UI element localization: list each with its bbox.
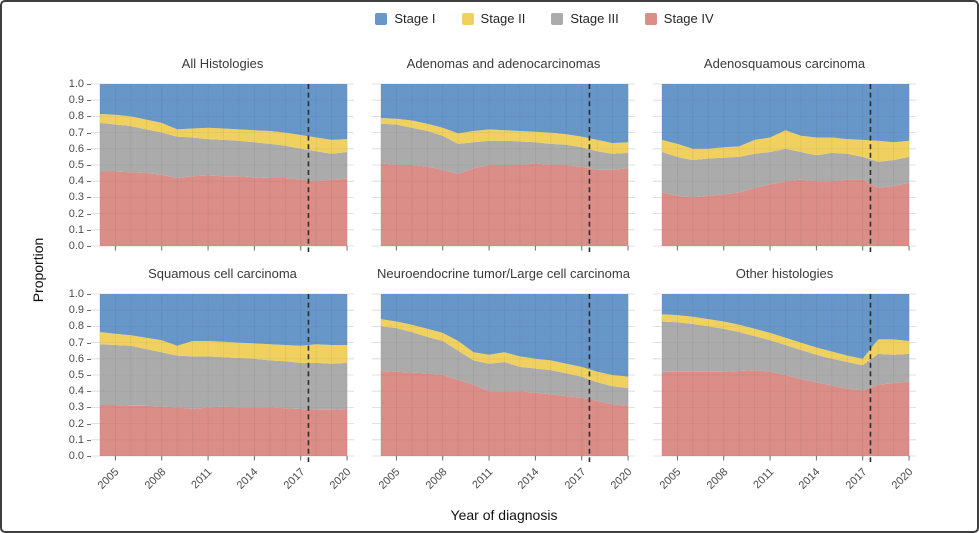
y-tick-mark [87,165,91,166]
stacked-area-panel-adenomas [372,83,635,252]
legend-swatch-stage-i [375,12,388,25]
panel-title-squamous: Squamous cell carcinoma [148,266,297,281]
panel-title-adenomas: Adenomas and adenocarcinomas [406,56,601,71]
y-tick-label: 0.7 [68,126,84,139]
y-tick-label: 0.6 [68,142,84,155]
y-axis-title: Proportion [30,237,46,303]
y-tick-mark [87,310,91,312]
y-tick-mark [87,246,91,247]
y-tick-mark [87,375,91,376]
y-tick-mark [87,294,91,295]
y-tick-label: 0.2 [68,207,84,220]
y-tick-mark [87,84,91,85]
stacked-area-panel-squamous [91,293,354,462]
y-tick-mark [87,197,91,199]
y-tick-mark [87,391,91,393]
legend-swatch-stage-ii [461,12,474,25]
y-tick-mark [87,100,91,102]
y-tick-label: 0.0 [68,240,84,252]
legend: Stage I Stage II Stage III Stage IV [57,11,977,26]
y-tick-mark [87,132,91,134]
y-tick-mark [87,213,91,215]
y-tick-label: 0.3 [68,401,84,414]
legend-swatch-stage-iv [644,12,657,25]
y-tick-label: 0.4 [68,385,84,398]
y-tick-label: 0.9 [68,94,84,107]
y-tick-label: 1.0 [68,78,84,90]
y-tick-label: 0.0 [68,450,84,462]
y-tick-label: 0.8 [68,320,84,333]
legend-label: Stage I [394,11,436,26]
y-tick-mark [87,181,91,183]
panel-title-adenosquamous: Adenosquamous carcinoma [703,56,866,71]
y-tick-label: 0.2 [68,417,84,430]
legend-item-stage-i: Stage I [375,11,436,26]
y-tick-mark [87,229,91,231]
y-tick-label: 0.7 [68,336,84,349]
panel-title-other: Other histologies [735,266,834,281]
y-tick-mark [87,148,91,150]
stacked-area-panel-all-histologies [91,83,354,252]
y-tick-label: 0.9 [68,304,84,317]
y-tick-label: 0.3 [68,191,84,204]
stacked-area-panel-neuroendocrine [372,293,635,462]
y-tick-label: 0.1 [68,223,84,236]
y-tick-mark [87,456,91,457]
y-tick-label: 0.5 [68,369,84,381]
y-tick-label: 0.5 [68,159,84,171]
y-tick-mark [87,326,91,328]
y-tick-mark [87,342,91,344]
y-tick-mark [87,358,91,360]
legend-label: Stage IV [663,11,714,26]
legend-item-stage-ii: Stage II [461,11,526,26]
legend-label: Stage II [480,11,526,26]
panel-title-neuroendocrine: Neuroendocrine tumor/Large cell carcinom… [377,266,630,281]
y-tick-mark [87,423,91,425]
legend-swatch-stage-iii [551,12,564,25]
x-axis-title: Year of diagnosis [450,507,558,523]
y-tick-label: 0.4 [68,175,84,188]
legend-item-stage-iv: Stage IV [644,11,714,26]
y-tick-mark [87,439,91,441]
stacked-area-panel-other [653,293,916,462]
stacked-area-panel-adenosquamous [653,83,916,252]
y-tick-mark [87,407,91,409]
y-tick-label: 0.1 [68,433,84,446]
legend-label: Stage III [570,11,619,26]
y-tick-label: 0.6 [68,352,84,365]
y-tick-label: 0.8 [68,110,84,123]
y-tick-mark [87,116,91,118]
panel-title-all-histologies: All Histologies [181,56,264,71]
legend-item-stage-iii: Stage III [551,11,619,26]
y-tick-label: 1.0 [68,288,84,300]
